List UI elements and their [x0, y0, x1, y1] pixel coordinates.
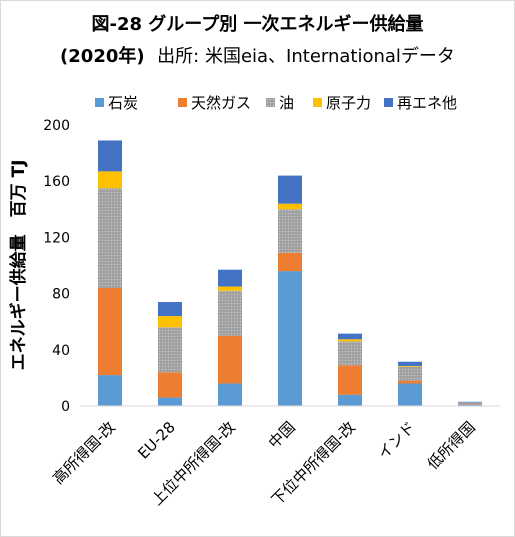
legend-label: 再エネ他 — [397, 94, 457, 112]
x-tick-label: 低所得国 — [424, 418, 479, 473]
legend-label: 石炭 — [108, 94, 138, 112]
bar-segment — [158, 327, 182, 373]
bar-segment — [98, 188, 122, 288]
bar-segment — [458, 404, 482, 405]
subtitle-year: (2020年) — [60, 46, 145, 67]
y-tick-label: 40 — [52, 343, 70, 359]
bar-segment — [398, 366, 422, 381]
y-axis-label: エネルギー供給量 百万 TJ — [8, 160, 29, 371]
y-axis: 0 40 80 120 160 200 エネルギー供給量 百万 TJ — [8, 118, 70, 415]
legend-swatch — [266, 98, 275, 107]
y-tick-label: 160 — [43, 174, 70, 190]
bar-segment — [398, 361, 422, 366]
legend-label: 油 — [279, 94, 294, 112]
bar-segment — [278, 203, 302, 210]
bar-segment — [338, 339, 362, 342]
bar-segment — [158, 316, 182, 328]
bar-segment — [218, 383, 242, 406]
legend-swatch — [95, 98, 104, 107]
legend: 石炭 天然ガス 油 原子力 再エネ他 — [95, 94, 457, 112]
x-tick-label: 中国 — [265, 418, 299, 452]
bar-segment — [218, 286, 242, 291]
x-tick-label: インド — [374, 418, 419, 463]
bar-segment — [398, 380, 422, 384]
legend-swatch — [384, 98, 393, 107]
y-tick-label: 200 — [43, 118, 70, 134]
bar-segment — [338, 365, 362, 395]
chart-subtitle: (2020年) 出所: 米国eia、Internationalデータ — [0, 46, 515, 68]
bar-segment — [338, 341, 362, 366]
legend-swatch — [178, 98, 187, 107]
legend-item: 再エネ他 — [384, 94, 457, 112]
chart-title: 図-28 グループ別 一次エネルギー供給量 — [91, 14, 424, 35]
bar-segment — [458, 402, 482, 405]
x-tick-label: 高所得国-改 — [49, 418, 119, 488]
subtitle-source: 出所: 米国eia、Internationalデータ — [157, 46, 455, 67]
bar-segment — [98, 140, 122, 172]
x-tick-label: EU-28 — [134, 418, 179, 463]
legend-item: 石炭 — [95, 94, 138, 112]
bar-segment — [278, 209, 302, 253]
bar-segment — [338, 333, 362, 340]
y-tick-label: 80 — [52, 287, 70, 303]
bar-segment — [278, 252, 302, 272]
bar-segment — [98, 287, 122, 376]
y-tick-label: 0 — [61, 399, 70, 415]
y-tick-label: 120 — [43, 230, 70, 246]
legend-item: 原子力 — [313, 94, 371, 112]
bar-segment — [158, 372, 182, 398]
bar-segment — [458, 404, 482, 406]
bar-segment — [98, 171, 122, 189]
legend-swatch — [313, 98, 322, 107]
bar-segment — [218, 290, 242, 336]
bar-segment — [398, 365, 422, 367]
bar-segment — [458, 401, 482, 403]
legend-label: 天然ガス — [191, 94, 251, 112]
bar-segment — [338, 394, 362, 406]
bar-segment — [158, 302, 182, 317]
legend-item: 油 — [266, 94, 294, 112]
bar-segment — [98, 375, 122, 406]
bar-segment — [158, 397, 182, 406]
bar-segment — [278, 271, 302, 406]
bar-segment — [398, 383, 422, 406]
bars — [98, 140, 482, 406]
bar-segment — [218, 335, 242, 384]
legend-item: 天然ガス — [178, 94, 251, 112]
bar-segment — [218, 269, 242, 287]
bar-segment — [278, 175, 302, 204]
legend-label: 原子力 — [326, 94, 371, 112]
